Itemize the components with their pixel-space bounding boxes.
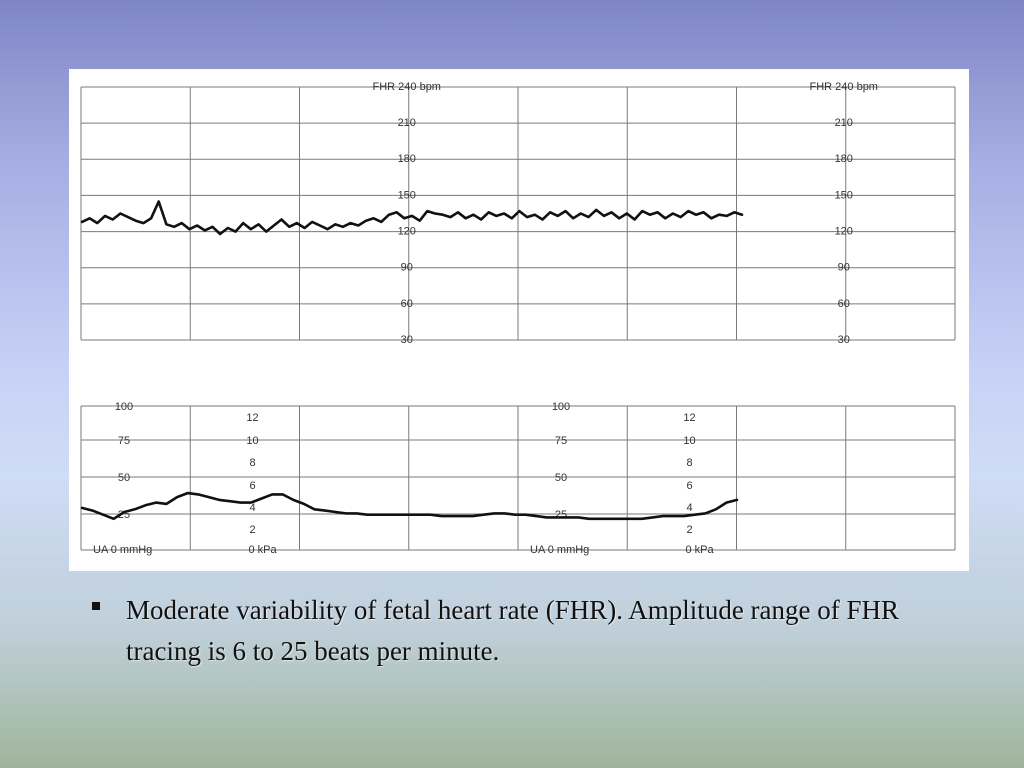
fhr-tick-label: 120: [398, 225, 416, 237]
fhr-tick-label: 120: [835, 225, 853, 237]
fhr-tick-label: 30: [401, 334, 413, 346]
fhr-tick-label: 210: [835, 117, 853, 129]
ua-kpa-tick-label: 10: [683, 435, 695, 447]
ua-mmhg-tick-label: 100: [115, 401, 133, 413]
ua-mmhg-tick-label: 25: [555, 509, 567, 521]
ua-mmhg-tick-label: 50: [555, 472, 567, 484]
fhr-tick-labels: FHR 240 bpm 210 180 150 120 90 60 30 FHR 240 bpm…: [373, 81, 878, 346]
fhr-tick-label: 210: [398, 117, 416, 129]
ua-grid: [80, 405, 956, 551]
ua-kpa-tick-label: 2: [249, 524, 255, 536]
ua-kpa-tick-label: 4: [249, 502, 255, 514]
ua-zero-kpa-label: 0 kPa: [249, 544, 278, 556]
ua-mmhg-tick-label: 75: [118, 435, 130, 447]
fhr-trace-line: [80, 200, 744, 236]
ua-zero-mmhg-label: UA 0 mmHg: [93, 544, 152, 556]
bullet-square-icon: [92, 602, 100, 610]
caption-bullet-point: Moderate variability of fetal heart rate…: [92, 590, 922, 672]
ua-kpa-tick-label: 12: [246, 412, 258, 424]
fhr-tick-label: 90: [401, 262, 413, 274]
ua-zero-mmhg-label: UA 0 mmHg: [530, 544, 589, 556]
ua-kpa-tick-label: 8: [686, 457, 692, 469]
ua-mmhg-tick-label: 75: [555, 435, 567, 447]
fhr-axis-title: FHR 240 bpm: [810, 81, 878, 93]
ua-kpa-tick-label: 8: [249, 457, 255, 469]
fhr-axis-title: FHR 240 bpm: [373, 81, 441, 93]
fhr-tick-label: 180: [835, 153, 853, 165]
fhr-tick-label: 90: [838, 262, 850, 274]
fhr-tick-label: 180: [398, 153, 416, 165]
ua-kpa-tick-label: 6: [249, 480, 255, 492]
ua-kpa-tick-label: 2: [686, 524, 692, 536]
ua-mmhg-tick-label: 100: [552, 401, 570, 413]
fhr-tick-label: 60: [401, 298, 413, 310]
ctg-chart-panel: FHR 240 bpm 210 180 150 120 90 60 30 FHR 240 bpm…: [69, 69, 969, 571]
ua-kpa-tick-label: 6: [686, 480, 692, 492]
ua-kpa-tick-label: 12: [683, 412, 695, 424]
fhr-tick-label: 30: [838, 334, 850, 346]
fhr-tick-label: 150: [398, 189, 416, 201]
ua-kpa-tick-label: 4: [686, 502, 692, 514]
caption-text: Moderate variability of fetal heart rate…: [126, 595, 900, 666]
ua-zero-kpa-label: 0 kPa: [686, 544, 715, 556]
fhr-tick-label: 60: [838, 298, 850, 310]
ua-mmhg-tick-label: 50: [118, 472, 130, 484]
fhr-tick-label: 150: [835, 189, 853, 201]
ua-trace-line: [80, 491, 739, 521]
ua-kpa-tick-label: 10: [246, 435, 258, 447]
